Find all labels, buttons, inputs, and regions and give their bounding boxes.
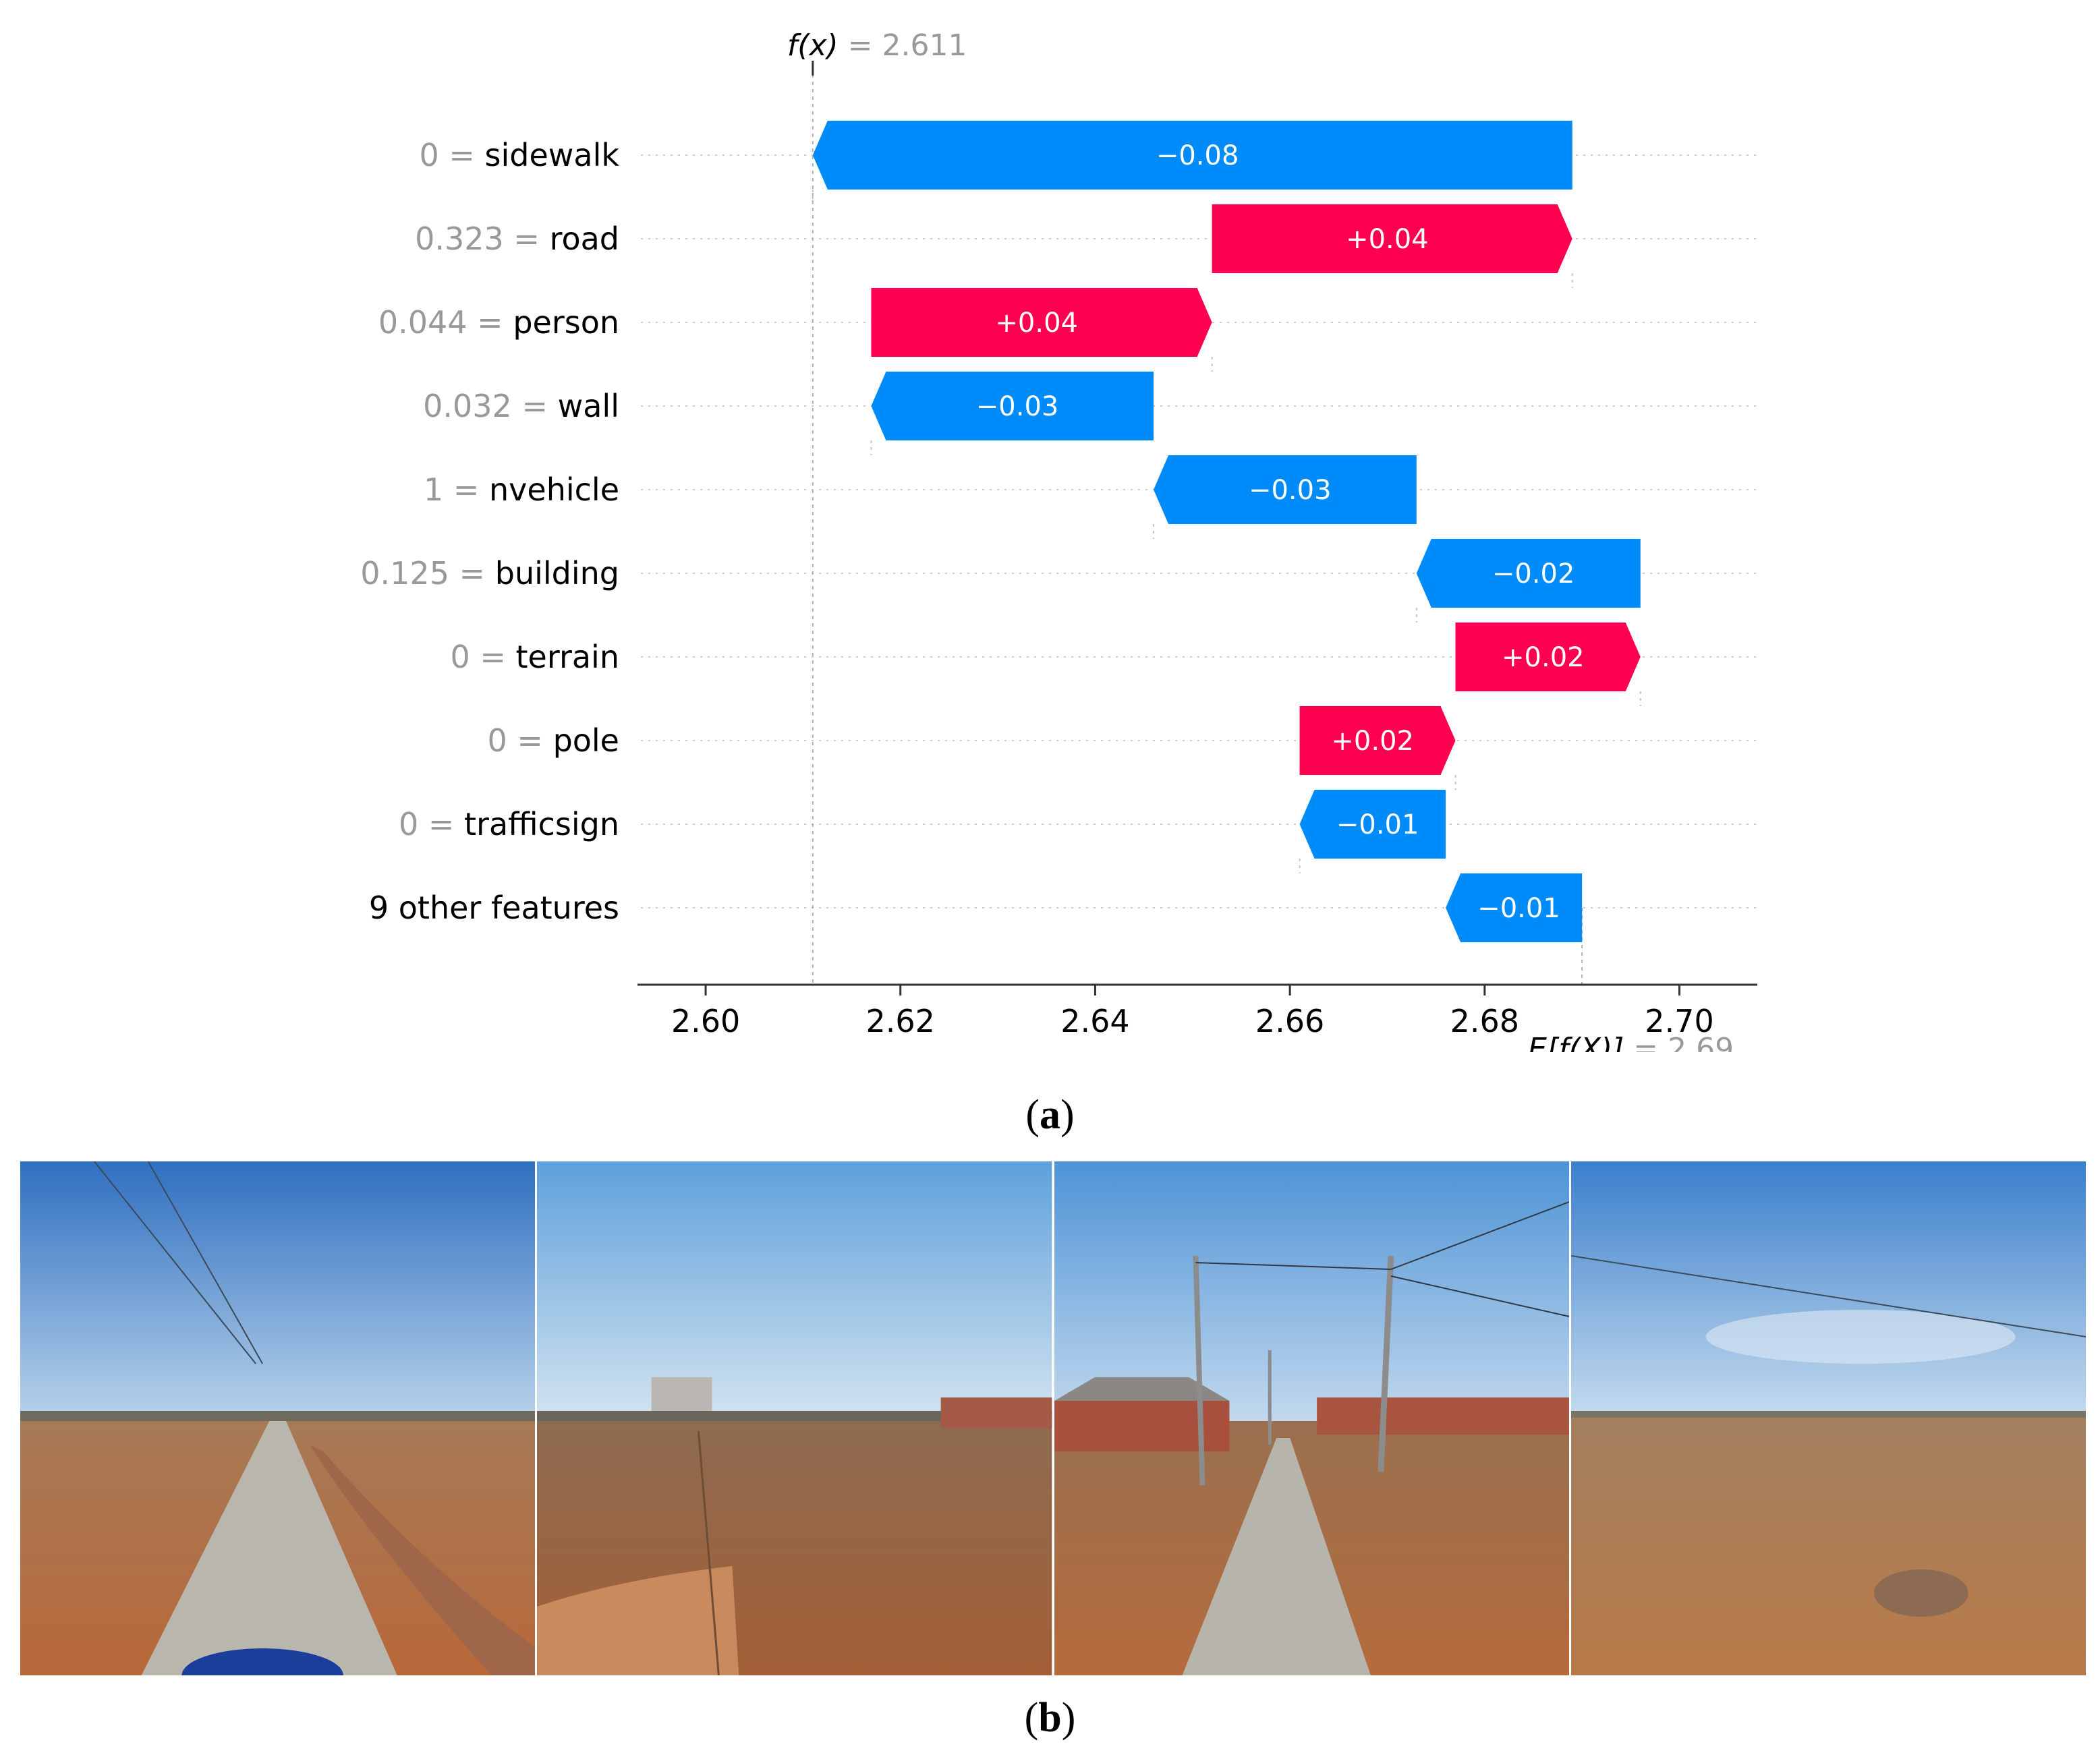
fx-annotation: f(x) = 2.611	[787, 28, 967, 63]
bar-terrain	[1455, 623, 1641, 691]
feature-value: 0 =	[488, 722, 553, 759]
x-tick-label: 2.62	[866, 1003, 935, 1039]
bar-value-label: +0.02	[1331, 726, 1414, 757]
feature-name: wall	[558, 388, 619, 424]
bar-value-label: +0.04	[995, 308, 1078, 339]
x-tick-label: 2.66	[1255, 1003, 1324, 1039]
feature-value: 0 =	[450, 639, 515, 675]
panorama-panel-4	[1570, 1161, 2086, 1675]
bar-wall	[871, 372, 1154, 440]
feature-label: 0.323 = road	[415, 221, 619, 257]
feature-value: 0.032 =	[423, 388, 557, 424]
feature-value: 0.044 =	[378, 304, 513, 341]
feature-name: sidewalk	[485, 137, 620, 173]
feature-value: 0 =	[399, 806, 464, 842]
bar-value-label: +0.04	[1346, 224, 1429, 255]
feature-label: 0 = sidewalk	[419, 137, 619, 173]
bar-pole	[1299, 706, 1456, 775]
feature-label: 0.125 = building	[360, 555, 619, 591]
panorama-panel-3	[1054, 1161, 1571, 1675]
feature-name: building	[495, 555, 619, 591]
feature-value: 0.125 =	[360, 555, 494, 591]
panorama-panel-1	[20, 1161, 538, 1675]
feature-label: 0 = trafficsign	[399, 806, 619, 842]
feature-name: nvehicle	[489, 471, 619, 508]
feature-label: 1 = nvehicle	[424, 471, 619, 508]
bar-value-label: −0.03	[976, 391, 1059, 422]
caption-a: (a)	[1025, 1092, 1075, 1138]
bar-value-label: −0.01	[1336, 809, 1419, 840]
bar-building	[1416, 539, 1641, 608]
caption-b: (b)	[1024, 1695, 1076, 1741]
x-tick-label: 2.64	[1060, 1003, 1129, 1039]
x-axis: 2.60 2.62 2.64 2.66 2.68 2.70	[637, 983, 1757, 1039]
feature-label: 9 other features	[369, 890, 619, 926]
bar-value-label: −0.03	[1249, 475, 1332, 506]
feature-value: 0.323 =	[415, 221, 549, 257]
x-tick-label: 2.60	[671, 1003, 740, 1039]
annotations: f(x) = 2.611 E[f(X)] = 2.69	[787, 28, 1734, 1052]
efx-annotation: E[f(X)] = 2.69	[1528, 1032, 1734, 1052]
bar-sidewalk	[812, 121, 1572, 190]
feature-name: trafficsign	[464, 806, 619, 842]
bar-road	[1212, 204, 1572, 273]
feature-label: 0.044 = person	[378, 304, 619, 341]
bar-value-label: −0.02	[1492, 558, 1575, 589]
bar-person	[871, 288, 1212, 357]
x-tick-label: 2.70	[1645, 1003, 1713, 1039]
x-tick-label: 2.68	[1450, 1003, 1519, 1039]
feature-name: terrain	[516, 639, 619, 675]
feature-name: road	[550, 221, 619, 257]
connector-lines	[812, 61, 1641, 985]
feature-label: 0 = pole	[488, 722, 620, 759]
panorama-panel-2	[537, 1161, 1054, 1675]
feature-value: 0 =	[419, 137, 484, 173]
row-gridlines	[641, 154, 1757, 908]
bar-value-label: −0.08	[1156, 140, 1239, 171]
bar-nvehicle	[1154, 455, 1417, 524]
feature-value: 1 =	[424, 471, 489, 508]
feature-name: person	[513, 304, 619, 341]
bar-trafficsign	[1299, 790, 1446, 859]
feature-name: 9 other features	[369, 890, 619, 926]
bar-value-label: −0.01	[1477, 893, 1560, 924]
shap-waterfall-chart: −0.08 +0.04 +0.04 −0.03 −0.03 −0.02 +0.02 +0.02…	[360, 28, 1757, 1052]
feature-name: pole	[553, 722, 619, 759]
street-view-panorama	[20, 1161, 2086, 1675]
bar-9-other-features	[1446, 873, 1583, 942]
feature-label: 0 = terrain	[450, 639, 619, 675]
bars: −0.08 +0.04 +0.04 −0.03 −0.03 −0.02 +0.02 +0.02…	[812, 121, 1641, 942]
bar-value-label: +0.02	[1502, 642, 1585, 673]
feature-label: 0.032 = wall	[423, 388, 619, 424]
